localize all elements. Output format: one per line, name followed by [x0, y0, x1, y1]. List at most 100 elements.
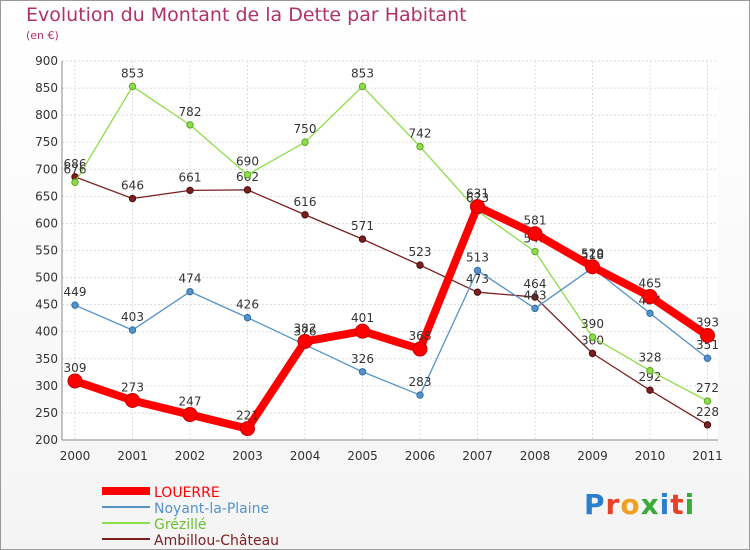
chart-title: Evolution du Montant de la Dette par Hab…: [26, 4, 467, 26]
legend-label-noyant-la-plaine: Noyant-la-Plaine: [154, 501, 269, 517]
x-tick-label: 2000: [60, 449, 91, 463]
data-point-gr-zill-: [416, 142, 424, 151]
data-point-noyant-la-plaine: [646, 309, 654, 318]
data-point-noyant-la-plaine: [186, 287, 194, 296]
data-point-noyant-la-plaine: [243, 313, 252, 322]
y-tick-label: 350: [35, 352, 58, 366]
y-tick-label: 400: [35, 325, 58, 339]
data-point-louerre: [527, 226, 543, 242]
data-label-louerre: 401: [351, 311, 374, 325]
x-tick-label: 2009: [577, 449, 608, 463]
data-point-gr-zill-: [243, 171, 252, 179]
x-tick-label: 2005: [347, 449, 378, 463]
data-label-ambillou-ch-teau: 661: [179, 170, 202, 184]
data-label-noyant-la-plaine: 283: [409, 375, 432, 389]
data-label-noyant-la-plaine: 426: [236, 298, 259, 312]
data-label-louerre: 465: [639, 277, 662, 291]
y-tick-label: 850: [35, 81, 58, 95]
y-tick-label: 300: [35, 379, 58, 393]
data-label-gr-zill-: 272: [696, 381, 719, 395]
data-label-ambillou-ch-teau: 473: [466, 272, 489, 286]
y-tick-label: 650: [35, 189, 58, 203]
data-point-gr-zill-: [186, 121, 194, 129]
data-label-louerre: 382: [294, 321, 317, 335]
data-point-ambillou-ch-teau: [186, 186, 194, 195]
chart-unit: (en €): [26, 29, 59, 42]
data-label-gr-zill-: 328: [639, 351, 662, 365]
data-point-louerre: [412, 341, 428, 357]
data-label-louerre: 581: [524, 214, 547, 228]
data-point-louerre: [297, 333, 313, 349]
data-point-louerre: [700, 328, 715, 344]
data-label-louerre: 247: [179, 395, 202, 409]
data-label-louerre: 631: [466, 187, 489, 201]
data-point-louerre: [642, 289, 658, 305]
data-point-ambillou-ch-teau: [358, 235, 367, 243]
data-label-louerre: 273: [121, 380, 144, 394]
data-label-ambillou-ch-teau: 571: [351, 219, 374, 233]
data-point-louerre: [240, 421, 255, 437]
data-point-noyant-la-plaine: [128, 326, 137, 334]
data-point-gr-zill-: [646, 366, 654, 375]
data-point-noyant-la-plaine: [416, 391, 424, 399]
x-tick-label: 2007: [462, 449, 493, 463]
data-point-louerre: [125, 392, 140, 408]
data-point-ambillou-ch-teau: [128, 194, 137, 203]
y-tick-label: 450: [35, 298, 58, 312]
y-tick-label: 900: [35, 54, 58, 68]
data-label-noyant-la-plaine: 518: [581, 248, 604, 262]
data-label-ambillou-ch-teau: 523: [409, 245, 432, 259]
data-label-noyant-la-plaine: 474: [179, 272, 202, 286]
x-tick-label: 2008: [520, 449, 551, 463]
x-tick-label: 2004: [290, 449, 321, 463]
data-point-gr-zill-: [588, 333, 597, 341]
y-tick-label: 700: [35, 162, 58, 176]
data-point-noyant-la-plaine: [531, 304, 539, 313]
data-label-ambillou-ch-teau: 686: [64, 157, 87, 171]
y-tick-label: 750: [35, 135, 58, 149]
x-tick-label: 2001: [117, 449, 148, 463]
data-label-gr-zill-: 782: [179, 105, 202, 119]
data-point-louerre: [585, 259, 600, 275]
data-label-ambillou-ch-teau: 646: [121, 179, 144, 193]
data-label-ambillou-ch-teau: 464: [524, 277, 547, 291]
series-line-ambillou-ch-teau: [74, 176, 709, 426]
series-line-gr-zill-: [74, 85, 709, 402]
data-label-ambillou-ch-teau: 228: [696, 405, 719, 419]
data-point-gr-zill-: [128, 82, 137, 91]
y-tick-label: 800: [35, 108, 58, 122]
data-point-louerre: [182, 407, 198, 423]
data-label-gr-zill-: 750: [294, 122, 317, 136]
x-tick-label: 2010: [635, 449, 666, 463]
data-label-gr-zill-: 623: [466, 191, 489, 205]
data-label-gr-zill-: 676: [64, 162, 87, 176]
data-point-gr-zill-: [71, 178, 79, 186]
y-tick-label: 200: [35, 433, 58, 447]
data-point-ambillou-ch-teau: [416, 261, 424, 269]
data-label-noyant-la-plaine: 326: [351, 352, 374, 366]
data-label-gr-zill-: 690: [236, 155, 259, 169]
data-point-ambillou-ch-teau: [243, 186, 252, 194]
data-point-noyant-la-plaine: [71, 301, 79, 309]
data-point-ambillou-ch-teau: [646, 386, 654, 394]
data-label-noyant-la-plaine: 513: [466, 251, 489, 265]
data-label-noyant-la-plaine: 403: [121, 310, 144, 324]
data-point-ambillou-ch-teau: [531, 293, 539, 301]
legend-label-gr-zill-: Grézillé: [154, 517, 207, 533]
data-label-gr-zill-: 742: [409, 127, 432, 141]
data-point-louerre: [355, 323, 370, 339]
x-tick-label: 2002: [175, 449, 206, 463]
data-point-ambillou-ch-teau: [301, 211, 309, 219]
x-tick-label: 2003: [232, 449, 263, 463]
y-tick-label: 500: [35, 271, 58, 285]
data-point-noyant-la-plaine: [703, 354, 712, 362]
data-label-gr-zill-: 853: [351, 66, 374, 80]
x-tick-label: 2011: [692, 449, 723, 463]
data-point-gr-zill-: [358, 82, 367, 91]
data-label-gr-zill-: 390: [581, 317, 604, 331]
data-label-louerre: 309: [64, 361, 87, 375]
data-point-louerre: [67, 373, 83, 389]
legend-label-louerre: LOUERRE: [154, 485, 220, 501]
x-tick-label: 2006: [405, 449, 436, 463]
